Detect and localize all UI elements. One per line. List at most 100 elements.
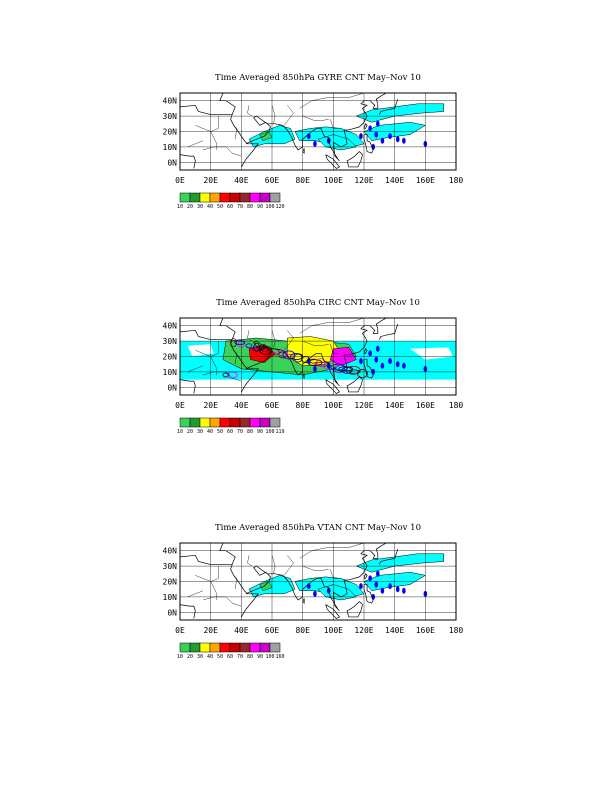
colorbar-swatch (269, 642, 281, 653)
y-tick-label: 40N (163, 322, 178, 331)
colorbar-label: 50 (217, 429, 223, 435)
blue-marker (388, 358, 392, 365)
colorbar-swatch (199, 642, 211, 653)
coastline (363, 134, 374, 154)
x-tick-label: 20E (203, 176, 218, 185)
colorbar-label: 60 (227, 654, 233, 660)
x-tick-label: 120E (354, 626, 373, 635)
colorbar-label: 80 (247, 429, 253, 435)
coastline (302, 373, 305, 379)
x-tick-label: 180 (449, 401, 464, 410)
blue-marker (388, 583, 392, 590)
country-border (233, 125, 237, 140)
blue-marker (380, 137, 385, 144)
y-tick-label: 40N (163, 547, 178, 556)
x-tick-label: 60E (265, 176, 280, 185)
colorbar-label: 40 (207, 204, 213, 210)
y-tick-label: 20N (163, 128, 178, 137)
colorbar-swatch (229, 642, 241, 653)
coastline (325, 604, 341, 619)
x-tick-label: 60E (265, 626, 280, 635)
colorbar-label: 80 (247, 654, 253, 660)
blue-marker (376, 120, 380, 127)
colorbar-label: 90 (257, 429, 263, 435)
colorbar-label: 10 (177, 654, 183, 660)
colorbar-swatch (259, 417, 271, 428)
contour-line (282, 350, 296, 360)
map-field (180, 318, 456, 395)
colorbar-swatch (199, 192, 211, 203)
x-tick-label: 160E (416, 176, 435, 185)
shaded-region (355, 103, 444, 123)
map-svg: Time Averaged 850hPa GYRE CNT May–Nov 10… (163, 73, 464, 210)
colorbar-label: 70 (237, 204, 243, 210)
colorbar-swatch (199, 417, 211, 428)
country-border (247, 555, 253, 567)
colorbar-swatch (269, 417, 281, 428)
blue-marker (395, 136, 400, 143)
country-border (187, 365, 204, 373)
coastline (180, 154, 196, 169)
map-frame (179, 542, 457, 621)
colorbar-label: 100 (265, 204, 274, 210)
blue-marker (380, 587, 385, 594)
country-border (299, 318, 365, 334)
colorbar-label: 60 (227, 204, 233, 210)
colorbar-swatch (189, 192, 201, 203)
y-tick-label: 10N (163, 593, 178, 602)
colorbar-label: 70 (237, 429, 243, 435)
contour-line (322, 361, 338, 371)
x-tick-label: 160E (416, 626, 435, 635)
colorbar-label: 70 (237, 654, 243, 660)
colorbar-swatch (249, 417, 261, 428)
colorbar-swatch (249, 192, 261, 203)
x-tick-label: 80E (295, 401, 310, 410)
y-tick-label: 30N (163, 337, 178, 346)
blue-marker (395, 361, 400, 368)
map-panel-vtan: Time Averaged 850hPa VTAN CNT May–Nov 10… (0, 514, 612, 694)
coastline (302, 148, 305, 154)
coastline (346, 376, 363, 393)
map-panel-circ: Time Averaged 850hPa CIRC CNT May–Nov 10… (0, 289, 612, 469)
x-tick-label: 80E (295, 626, 310, 635)
colorbar-label: 30 (197, 204, 203, 210)
colorbar-label: 160 (275, 654, 284, 660)
x-tick-label: 100E (324, 401, 343, 410)
contour-line (316, 358, 326, 368)
contour-line (234, 340, 246, 346)
coastline (180, 604, 196, 619)
coastline (379, 549, 399, 565)
x-tick-label: 40E (234, 401, 249, 410)
panel-title: Time Averaged 850hPa VTAN CNT May–Nov 10 (215, 523, 421, 533)
colorbar-swatch (219, 417, 231, 428)
coastline (325, 154, 341, 169)
colorbar-label: 20 (187, 429, 193, 435)
y-tick-label: 40N (163, 97, 178, 106)
contour-line (274, 351, 288, 356)
y-tick-label: 20N (163, 353, 178, 362)
map-frame (179, 92, 457, 171)
blue-marker (374, 581, 379, 588)
colorbar-label: 40 (207, 654, 213, 660)
colorbar-swatch (239, 642, 251, 653)
blue-marker (402, 587, 406, 594)
x-tick-label: 100E (324, 176, 343, 185)
x-tick-label: 0E (175, 626, 185, 635)
colorbar-label: 120 (275, 204, 284, 210)
colorbar-label: 50 (217, 654, 223, 660)
colorbar-swatch (189, 417, 201, 428)
colorbar-label: 100 (265, 654, 274, 660)
x-tick-label: 180 (449, 176, 464, 185)
colorbar-swatch (209, 192, 221, 203)
country-border (302, 565, 329, 571)
colorbar-swatch (209, 642, 221, 653)
blue-marker (388, 133, 392, 140)
country-border (302, 340, 329, 346)
colorbar-label: 40 (207, 429, 213, 435)
country-border (233, 575, 237, 590)
coastline (363, 573, 368, 579)
coastline (302, 598, 305, 604)
blue-marker (368, 125, 372, 132)
blue-marker (313, 365, 317, 372)
colorbar-swatch (239, 417, 251, 428)
